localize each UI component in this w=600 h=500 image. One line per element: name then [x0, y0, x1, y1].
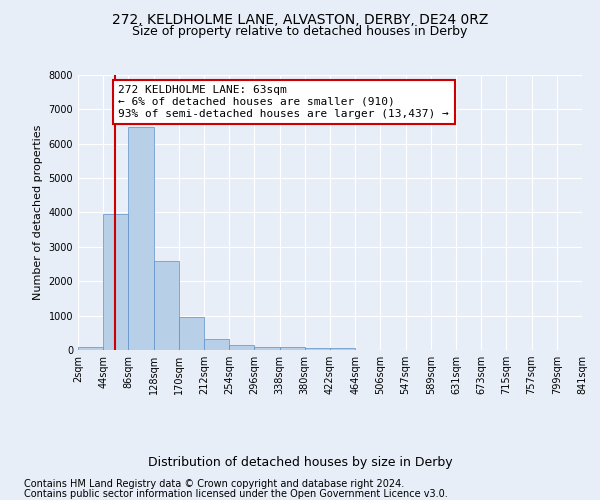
Bar	[78, 346, 103, 350]
Bar	[204, 339, 229, 350]
Bar	[280, 347, 305, 350]
Text: Distribution of detached houses by size in Derby: Distribution of detached houses by size …	[148, 456, 452, 469]
Bar	[154, 260, 179, 350]
Bar	[128, 126, 154, 350]
Bar	[229, 345, 254, 350]
Text: Size of property relative to detached houses in Derby: Size of property relative to detached ho…	[133, 25, 467, 38]
Text: Contains public sector information licensed under the Open Government Licence v3: Contains public sector information licen…	[24, 489, 448, 499]
Bar	[305, 348, 330, 350]
Bar	[103, 214, 128, 350]
Bar	[330, 348, 355, 350]
Bar	[254, 346, 280, 350]
Text: Contains HM Land Registry data © Crown copyright and database right 2024.: Contains HM Land Registry data © Crown c…	[24, 479, 404, 489]
Text: 272, KELDHOLME LANE, ALVASTON, DERBY, DE24 0RZ: 272, KELDHOLME LANE, ALVASTON, DERBY, DE…	[112, 12, 488, 26]
Bar	[179, 317, 204, 350]
Text: 272 KELDHOLME LANE: 63sqm
← 6% of detached houses are smaller (910)
93% of semi-: 272 KELDHOLME LANE: 63sqm ← 6% of detach…	[118, 86, 449, 118]
Y-axis label: Number of detached properties: Number of detached properties	[33, 125, 43, 300]
